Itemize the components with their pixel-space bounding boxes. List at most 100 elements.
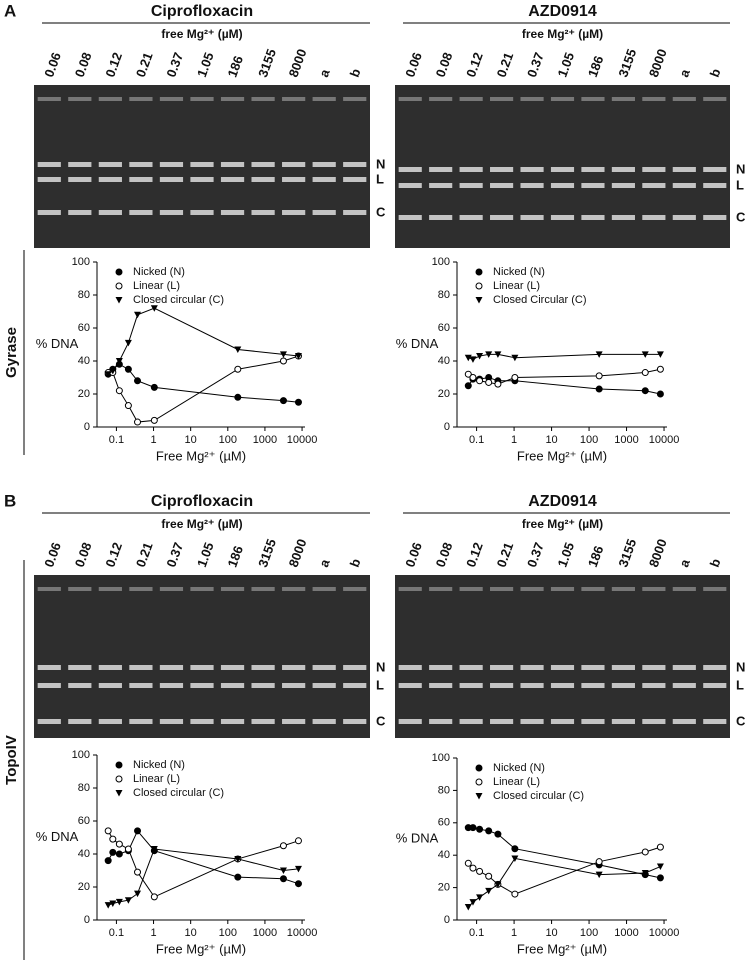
well (159, 97, 184, 101)
well (129, 587, 153, 591)
band (68, 210, 92, 215)
marker (641, 387, 649, 395)
gel (34, 575, 370, 738)
marker (294, 398, 302, 406)
band (398, 215, 422, 220)
band (98, 683, 122, 688)
marker (234, 393, 242, 401)
well (550, 97, 575, 101)
band (611, 719, 635, 724)
well (672, 587, 696, 591)
band (581, 683, 605, 688)
x-axis-label: Free Mg²⁺ (µM) (517, 448, 607, 463)
marker (134, 827, 142, 835)
band (429, 183, 453, 188)
band (490, 183, 514, 188)
band (220, 177, 245, 182)
marker (511, 845, 519, 853)
band (611, 665, 635, 670)
y-tick-label: 40 (78, 848, 90, 860)
band (251, 665, 275, 670)
band (190, 177, 214, 182)
well (251, 587, 275, 591)
band (251, 177, 275, 182)
band (129, 162, 153, 167)
marker (115, 297, 123, 304)
marker (294, 837, 302, 845)
well (550, 587, 575, 591)
y-tick-label: 60 (438, 322, 450, 334)
lane-label: b (707, 557, 724, 570)
lane-label: 0.08 (72, 540, 95, 569)
lane-label: 0.06 (41, 540, 64, 569)
band (68, 177, 92, 182)
well (459, 587, 483, 591)
band (611, 167, 635, 172)
lane-label: 1.05 (554, 540, 577, 569)
y-tick-label: 40 (438, 355, 450, 367)
marker (475, 764, 483, 772)
marker (595, 871, 603, 879)
well (37, 587, 61, 591)
marker (476, 353, 484, 360)
x-tick-label: 100 (580, 927, 598, 939)
band (459, 167, 483, 172)
marker (115, 775, 123, 783)
gel-title: Ciprofloxacin (151, 493, 253, 510)
lane-label: 0.37 (524, 50, 547, 79)
marker (115, 898, 123, 906)
band (703, 683, 727, 688)
band (703, 719, 727, 724)
marker (464, 370, 472, 378)
well (581, 587, 605, 591)
band (642, 215, 666, 220)
band (312, 683, 336, 688)
band-label: N (376, 156, 385, 171)
x-tick-label: 1000 (614, 927, 638, 939)
y-tick-label: 20 (78, 881, 90, 893)
side-label: TopoIV (3, 735, 20, 785)
band (490, 167, 514, 172)
series-line (107, 307, 299, 375)
band (642, 719, 666, 724)
band-label: C (736, 209, 745, 224)
x-tick-label: 10 (185, 927, 197, 939)
well (642, 587, 666, 591)
band (459, 215, 483, 220)
band (220, 162, 245, 167)
well (343, 97, 367, 101)
well (429, 587, 453, 591)
band (220, 719, 245, 724)
band (459, 683, 483, 688)
marker (656, 863, 664, 871)
band (190, 162, 214, 167)
lane-label: 3155 (255, 47, 279, 79)
band (190, 210, 214, 215)
band (672, 167, 696, 172)
band (520, 665, 544, 670)
band (220, 210, 245, 215)
well (703, 587, 727, 591)
lane-label: a (316, 557, 333, 570)
well (490, 97, 514, 101)
band (68, 665, 92, 670)
band (312, 665, 336, 670)
band (129, 177, 153, 182)
well (672, 97, 696, 101)
well (343, 587, 367, 591)
gel-subtitle: free Mg²⁺ (µM) (161, 517, 242, 531)
band (190, 683, 214, 688)
band (672, 183, 696, 188)
lane-label: 0.08 (433, 540, 456, 569)
marker (279, 397, 287, 405)
marker (115, 840, 123, 848)
marker (494, 351, 502, 358)
marker (234, 873, 242, 881)
marker (511, 890, 519, 898)
marker (475, 297, 483, 304)
band (703, 215, 727, 220)
lane-label: 8000 (286, 47, 310, 79)
marker (475, 282, 483, 290)
y-axis-label: % DNA (36, 336, 79, 351)
marker (494, 881, 502, 888)
